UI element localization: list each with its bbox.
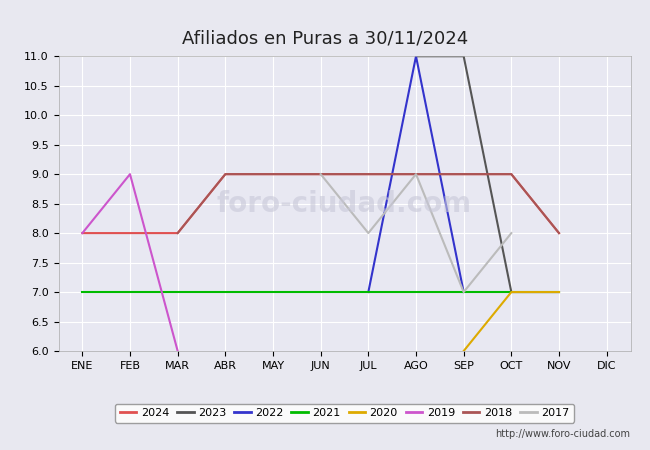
Text: Afiliados en Puras a 30/11/2024: Afiliados en Puras a 30/11/2024 — [182, 29, 468, 47]
Text: foro-ciudad.com: foro-ciudad.com — [217, 189, 472, 218]
Text: http://www.foro-ciudad.com: http://www.foro-ciudad.com — [495, 429, 630, 439]
Legend: 2024, 2023, 2022, 2021, 2020, 2019, 2018, 2017: 2024, 2023, 2022, 2021, 2020, 2019, 2018… — [115, 404, 574, 423]
